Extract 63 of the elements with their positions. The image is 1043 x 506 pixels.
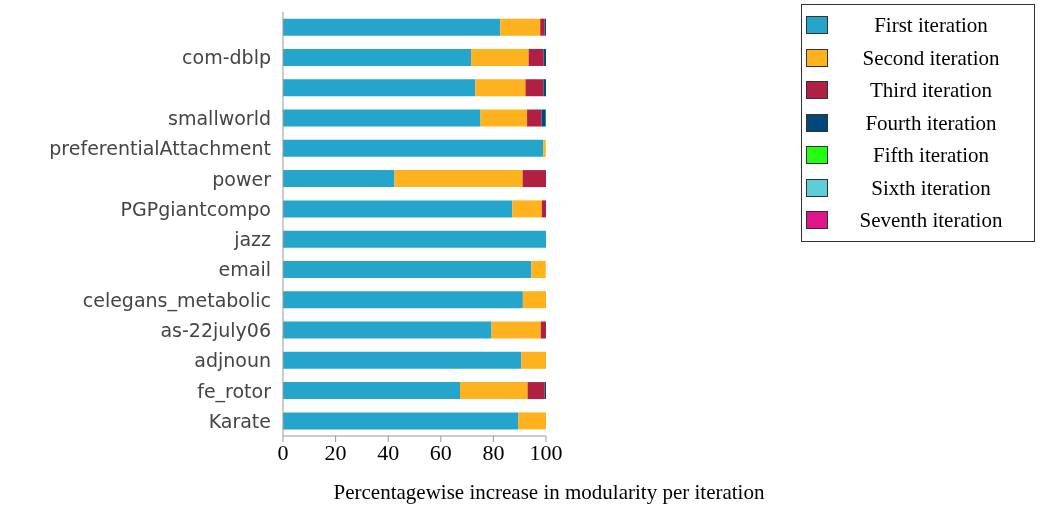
bar [522,170,546,188]
legend-label: Sixth iteration [870,174,992,202]
y-tick-label: fe_rotor [197,379,272,403]
y-tick-label: Karate [208,409,271,432]
bar [283,291,523,309]
bar [283,139,544,157]
bar [521,351,546,369]
y-tick-label: email [218,258,271,281]
bar [525,79,544,97]
x-tick-label: 0 [277,439,289,465]
bar [283,260,532,278]
y-tick-label: celegans_metabolic [82,288,271,312]
bar [283,48,472,66]
bar [500,18,541,36]
y-tick-label: adjnoun [194,349,271,372]
bar [475,79,526,97]
bar [541,109,546,127]
bar [512,200,542,218]
bar [283,382,460,400]
y-tick-label: power [212,167,272,190]
y-tick-label: as-22july06 [160,319,271,341]
bar [480,109,528,127]
bar [471,48,529,66]
legend-label: Fourth iteration [864,109,998,137]
bar [528,48,544,66]
bar [527,109,542,127]
bar [543,79,546,97]
x-axis-title: Percentagewise increase in modularity per iteration [333,480,765,504]
bar [283,412,519,430]
bar [283,79,476,97]
x-tick-label: 60 [429,439,452,465]
bar [283,351,522,369]
x-tick-label: 80 [482,439,505,465]
y-tick-label: com-dblp [182,46,271,69]
bar [541,200,546,218]
x-tick-label: 40 [377,439,400,465]
x-tick-label: 20 [324,439,347,465]
bar [283,18,501,36]
bar [540,18,545,36]
y-tick-label: PGPgiantcompo [120,197,271,220]
bar [543,139,546,157]
legend-label: Fifth iteration [871,142,991,169]
legend-label: Third iteration [869,77,993,104]
bar [283,109,481,127]
legend-label: Seventh iteration [858,207,1004,234]
bar [522,291,546,309]
bar [394,170,523,188]
y-tick-label: preferentialAttachment [49,137,271,160]
legend-label: Second iteration [861,44,1001,72]
bar [518,412,546,430]
bar [527,382,545,400]
bar [540,321,546,339]
bar [283,230,546,248]
bar [491,321,541,339]
y-tick-label: jazz [233,228,272,251]
bar [460,382,528,400]
bar [531,260,546,278]
x-tick-label: 100 [529,439,563,465]
bar [283,200,513,218]
text: First iteration [873,12,989,39]
y-tick-label: smallworld [168,107,271,129]
bar [283,170,395,188]
bar [283,321,492,339]
